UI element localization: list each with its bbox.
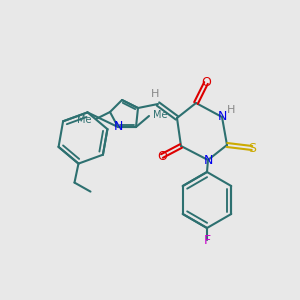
Text: N: N bbox=[113, 121, 123, 134]
Text: S: S bbox=[248, 142, 256, 154]
Text: O: O bbox=[157, 149, 167, 163]
Text: Me: Me bbox=[153, 110, 167, 120]
Text: Me: Me bbox=[77, 115, 92, 125]
Text: N: N bbox=[217, 110, 227, 124]
Text: H: H bbox=[151, 89, 159, 99]
Text: H: H bbox=[227, 105, 235, 115]
Text: F: F bbox=[203, 233, 211, 247]
Text: O: O bbox=[201, 76, 211, 89]
Text: N: N bbox=[203, 154, 213, 166]
